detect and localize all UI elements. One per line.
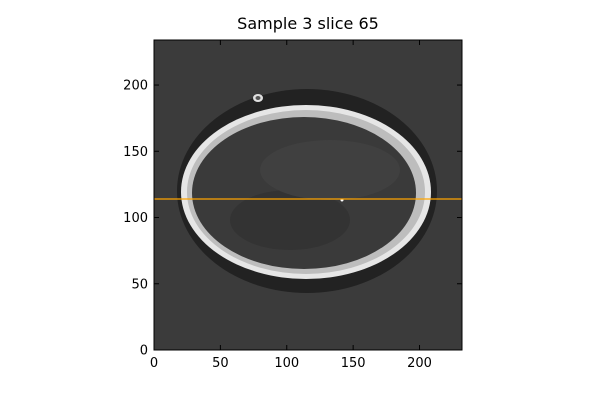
chart-title: Sample 3 slice 65: [237, 14, 379, 33]
x-tick-label: 100: [274, 356, 299, 371]
y-axis: 0 50 100 150 200: [123, 79, 462, 359]
y-tick-label: 150: [123, 145, 148, 160]
y-tick-label: 50: [131, 277, 148, 292]
brain-dark-region: [230, 190, 350, 250]
y-tick-label: 200: [123, 79, 148, 94]
y-tick-label: 0: [140, 344, 148, 359]
x-axis: 0 50 100 150 200: [150, 40, 432, 371]
y-tick-label: 100: [123, 211, 148, 226]
ct-image: [177, 89, 437, 293]
x-tick-label: 150: [341, 356, 366, 371]
x-tick-label: 50: [212, 356, 229, 371]
x-tick-label: 200: [407, 356, 432, 371]
brain-light-region: [260, 140, 400, 200]
x-tick-label: 0: [150, 356, 158, 371]
bright-artifact-core: [255, 96, 261, 100]
axes-frame: [153, 39, 463, 351]
